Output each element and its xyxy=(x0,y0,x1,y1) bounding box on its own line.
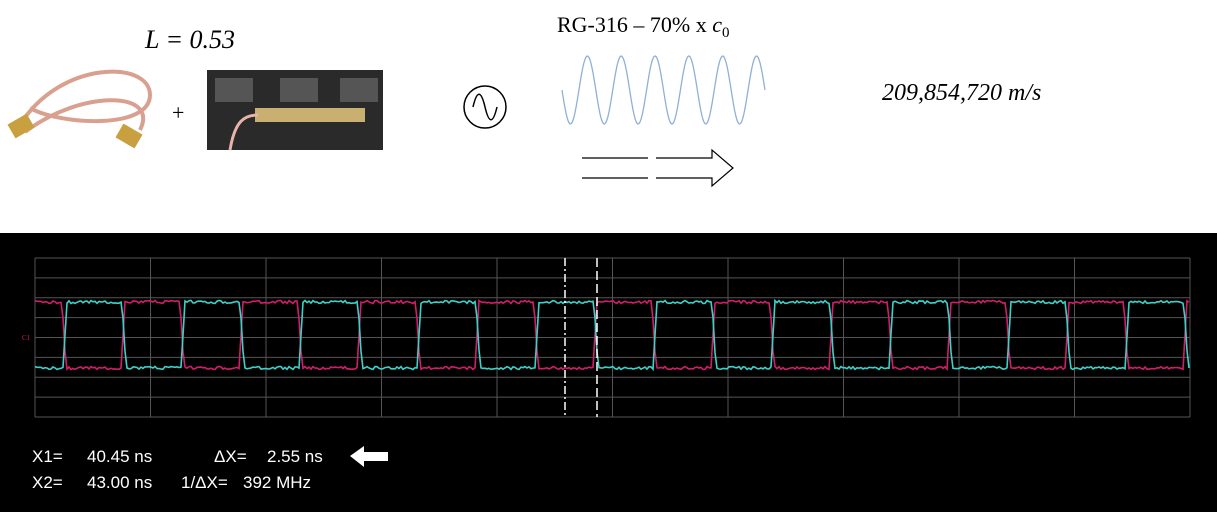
x1-label: X1= xyxy=(32,447,63,466)
length-label: L = 0.53 xyxy=(144,25,235,54)
cable-photo xyxy=(7,69,153,149)
x2-label: X2= xyxy=(32,473,63,492)
cable-label-var: c xyxy=(712,12,722,37)
direction-arrow xyxy=(582,148,734,188)
dx-label: ΔX= xyxy=(214,447,247,466)
cable-label-sub: 0 xyxy=(722,25,730,41)
connector-photo xyxy=(207,70,383,151)
cable-label-text: RG-316 – 70% x xyxy=(557,12,707,37)
x1-value: 40.45 ns xyxy=(87,447,152,466)
trace-magenta xyxy=(34,299,1190,372)
channel-marker: C1 xyxy=(22,334,31,342)
cable-label: RG-316 – 70% x c0 xyxy=(557,12,729,41)
plus: + xyxy=(172,100,184,125)
inv-dx-label: 1/ΔX= xyxy=(181,473,228,492)
highlight-arrow xyxy=(350,446,388,467)
x2-value: 43.00 ns xyxy=(87,473,152,492)
scope-grid xyxy=(34,257,1191,418)
scope-screen xyxy=(0,233,1217,512)
trace-cyan xyxy=(34,298,1190,372)
sine-wave xyxy=(561,55,766,125)
speed: 209,854,720 m/s xyxy=(882,80,1041,106)
inv-dx-value: 392 MHz xyxy=(243,473,311,492)
signal-generator-icon xyxy=(463,85,507,129)
dx-value: 2.55 ns xyxy=(267,447,323,466)
